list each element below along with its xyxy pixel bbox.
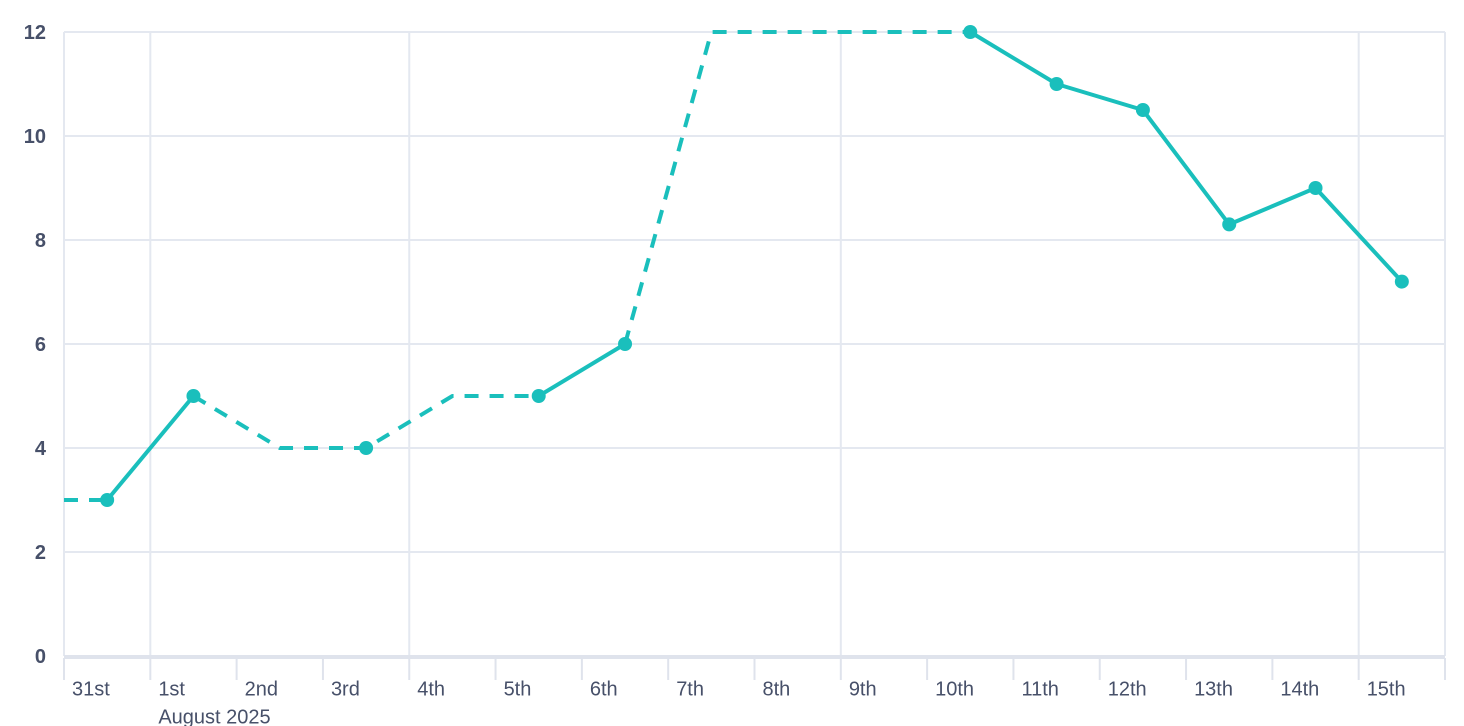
x-tick-label: 6th (590, 679, 618, 701)
series-dashed-line (64, 30, 971, 502)
x-gridlines (63, 32, 1446, 656)
data-point-marker[interactable] (963, 25, 978, 39)
x-tick-label: 7th (676, 679, 704, 701)
x-tick-label: 9th (849, 679, 877, 701)
series-solid-line (105, 30, 1404, 502)
x-tick-label: 31st (72, 679, 110, 701)
x-tick-label: 8th (763, 679, 791, 701)
y-tick-label: 6 (35, 334, 46, 356)
x-tick-label: 4th (417, 679, 445, 701)
data-point-marker[interactable] (1049, 77, 1064, 91)
x-axis-period-label: August 2025 (158, 707, 270, 726)
data-point-marker[interactable] (618, 337, 633, 351)
y-tick-label: 2 (35, 542, 46, 564)
solid-line-segment (536, 342, 628, 398)
x-axis-period-label-text: August 2025 (158, 707, 270, 726)
data-point-marker[interactable] (1135, 103, 1150, 117)
x-tick-marks (63, 658, 1446, 680)
x-tick-label: 12th (1108, 679, 1147, 701)
x-tick-label: 13th (1194, 679, 1233, 701)
data-point-marker[interactable] (359, 441, 374, 455)
data-point-marker[interactable] (531, 389, 546, 403)
data-point-marker[interactable] (1308, 181, 1323, 195)
x-tick-label: 10th (935, 679, 974, 701)
data-point-marker[interactable] (100, 493, 115, 507)
dashed-line-segment (192, 394, 539, 450)
y-tick-label: 8 (35, 230, 46, 252)
solid-line-segment (105, 394, 196, 502)
dashed-line-segment (623, 30, 971, 345)
x-tick-label: 1st (158, 679, 185, 701)
series-data-point-markers[interactable] (100, 25, 1409, 507)
y-tick-label: 12 (24, 22, 46, 44)
x-tick-label: 2nd (245, 679, 278, 701)
x-tick-label: 15th (1367, 679, 1406, 701)
data-point-marker[interactable] (186, 389, 201, 403)
data-point-marker[interactable] (1222, 217, 1237, 232)
x-tick-label: 5th (504, 679, 532, 701)
y-axis-tick-labels: 0 2 4 6 8 10 12 (24, 22, 47, 668)
x-tick-label: 3rd (331, 679, 360, 701)
x-axis-tick-labels: 31st 1st 2nd 3rd 4th 5th 6th 7th 8th 9th 10th 11th 1… (72, 679, 1406, 701)
y-tick-label: 0 (35, 646, 46, 668)
x-tick-label: 14th (1280, 679, 1319, 701)
x-tick-label: 11th (1021, 679, 1058, 701)
y-gridlines (64, 31, 1445, 657)
y-tick-label: 4 (35, 438, 47, 460)
solid-line-segment (968, 30, 1404, 284)
y-tick-label: 10 (24, 126, 46, 148)
data-point-marker[interactable] (1394, 274, 1409, 289)
